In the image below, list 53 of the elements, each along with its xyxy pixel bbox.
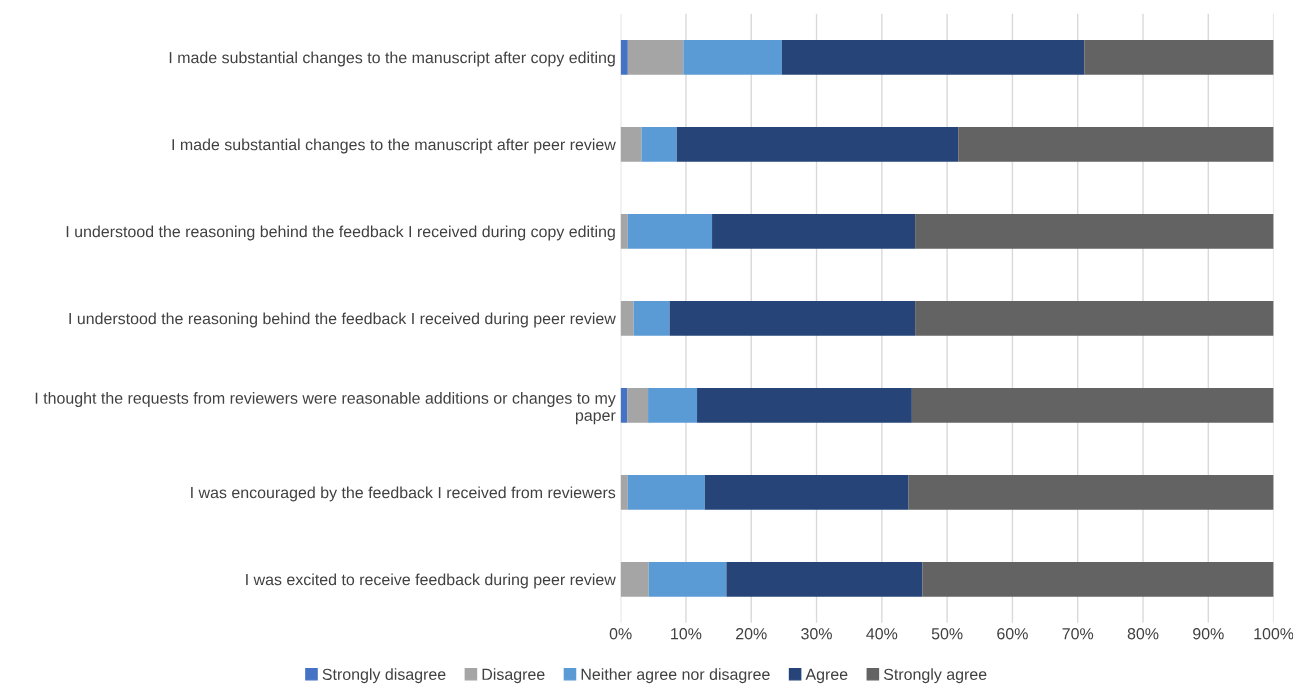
y-tick-label: I was encouraged by the feedback I received from reviewers — [191, 486, 616, 502]
y-tick-label: I made substantial changes to the manuscript after peer review — [172, 138, 616, 154]
legend-label: Agree — [805, 668, 848, 684]
bar — [911, 387, 1274, 423]
y-tick-label: I understood the reasoning behind the feedback I received during copy editing — [66, 225, 615, 241]
bar — [712, 213, 916, 249]
bar — [915, 300, 1274, 336]
x-tick-label: 80% — [1127, 628, 1159, 640]
x-tick-label: 50% — [931, 628, 963, 640]
bar — [620, 387, 628, 423]
bar — [627, 387, 649, 423]
bar — [620, 126, 642, 162]
bar — [648, 387, 698, 423]
bar — [726, 561, 923, 597]
bar — [620, 561, 649, 597]
bar — [620, 213, 628, 249]
bar — [641, 126, 677, 162]
bar — [633, 300, 670, 336]
legend-label: Strongly agree — [883, 668, 987, 684]
bar — [915, 213, 1274, 249]
bar — [627, 474, 705, 510]
bar — [958, 126, 1274, 162]
bar — [704, 474, 909, 510]
legend-label: Strongly disagree — [322, 668, 446, 684]
x-tick-label: 100% — [1254, 628, 1293, 640]
x-tick-label: 30% — [801, 628, 832, 640]
x-tick-label: 40% — [866, 628, 898, 640]
legend-label: Neither agree nor disagree — [581, 668, 770, 684]
bar — [922, 561, 1274, 597]
y-tick-label: I understood the reasoning behind the feedback I received during peer review — [69, 312, 616, 328]
x-tick-label: 60% — [997, 628, 1028, 640]
y-tick-label: I thought the requests from reviewers were reasonable additions or changes to my paper — [35, 392, 616, 425]
bar — [697, 387, 912, 423]
x-tick-label: 70% — [1062, 628, 1094, 640]
legend-label: Disagree — [482, 668, 545, 684]
y-tick-label: I made substantial changes to the manuscript after copy editing — [169, 51, 615, 67]
bar — [1084, 39, 1274, 75]
x-tick-label: 20% — [736, 628, 767, 640]
bar — [781, 39, 1085, 75]
bar — [683, 39, 782, 75]
x-tick-label: 0% — [609, 628, 632, 640]
bar — [627, 213, 713, 249]
y-tick-label: I was excited to receive feedback during peer review — [246, 573, 616, 589]
bar — [676, 126, 959, 162]
bar — [669, 300, 916, 336]
bar — [620, 474, 628, 510]
bar — [620, 300, 634, 336]
x-tick-label: 10% — [671, 628, 702, 640]
bar — [620, 39, 628, 75]
bar — [627, 39, 684, 75]
bar — [648, 561, 727, 597]
x-tick-label: 90% — [1193, 628, 1224, 640]
bar — [908, 474, 1274, 510]
